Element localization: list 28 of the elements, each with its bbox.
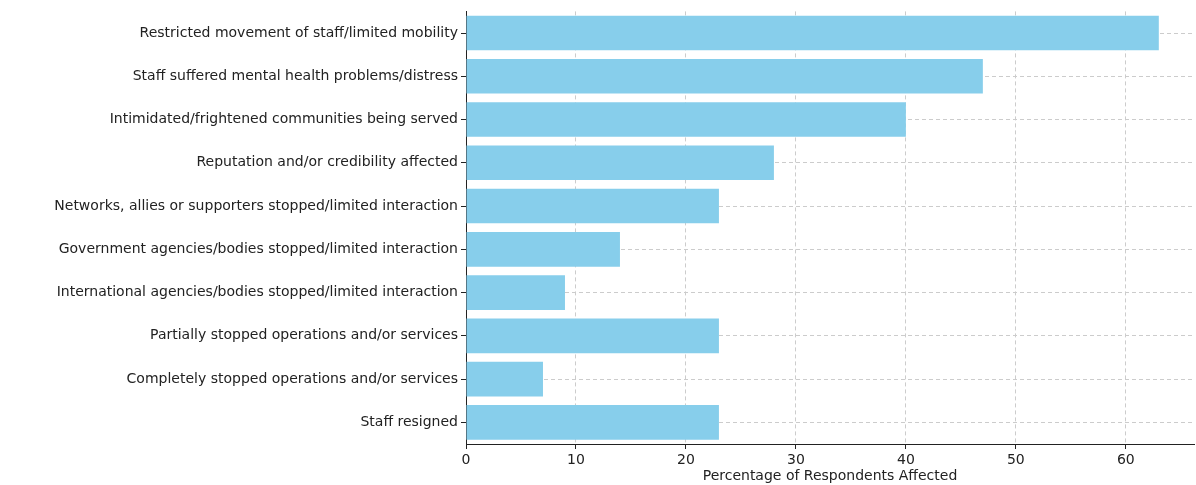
y-tick-label: Government agencies/bodies stopped/limited interaction <box>58 239 458 256</box>
y-tick-label: Intimidated/frightened communities being served <box>109 110 458 127</box>
y-tick-label: Reputation and/or credibility affected <box>196 153 458 170</box>
x-tick-label: 30 <box>787 451 805 468</box>
bar <box>466 188 719 224</box>
x-axis-title: Percentage of Respondents Affected <box>702 467 958 484</box>
x-tick-label: 20 <box>677 451 695 468</box>
bar <box>466 145 774 181</box>
x-tick-label: 60 <box>1116 451 1135 468</box>
bar <box>466 275 565 310</box>
y-tick-label: International agencies/bodies stopped/limited interaction <box>56 283 458 300</box>
bar <box>466 318 719 354</box>
bar <box>466 405 719 440</box>
x-tick-label: 10 <box>567 451 585 468</box>
y-tick-label: Staff suffered mental health problems/distress <box>132 66 458 83</box>
bar <box>466 15 1159 51</box>
y-tick-label: Partially stopped operations and/or services <box>150 326 458 343</box>
bar <box>466 361 543 397</box>
x-tick-label: 0 <box>461 451 471 468</box>
bar <box>466 102 906 137</box>
bar <box>466 232 620 267</box>
y-tick-label: Completely stopped operations and/or services <box>126 369 458 386</box>
y-tick-label: Staff resigned <box>360 413 458 430</box>
x-tick-label: 40 <box>896 451 915 468</box>
bar <box>466 58 983 94</box>
x-tick-label: 50 <box>1006 451 1025 468</box>
y-tick-label: Restricted movement of staff/limited mobility <box>139 23 458 40</box>
y-tick-label: Networks, allies or supporters stopped/limited interaction <box>54 196 458 213</box>
